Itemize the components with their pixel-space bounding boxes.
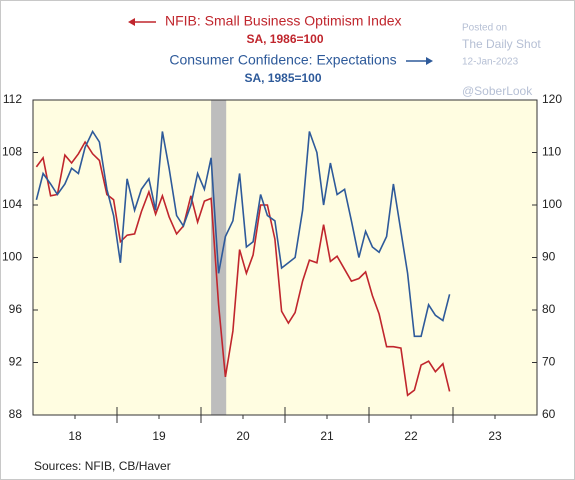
watermark: @SoberLook xyxy=(462,84,533,98)
y2-tick-label: 60 xyxy=(542,407,556,421)
plot-border xyxy=(32,99,538,416)
y2-tick-label: 90 xyxy=(542,250,556,264)
x-tick-label: 18 xyxy=(68,429,82,443)
plot-area xyxy=(33,100,537,415)
x-tick-label: 22 xyxy=(404,429,418,443)
y2-tick-label: 100 xyxy=(542,197,562,211)
legend-label: NFIB: Small Business Optimism Index xyxy=(165,13,402,29)
watermark: The Daily Shot xyxy=(462,37,541,51)
x-tick-label: 19 xyxy=(152,429,166,443)
series-line xyxy=(35,140,451,397)
series-line xyxy=(35,129,451,338)
y2-tick-label: 70 xyxy=(542,355,556,369)
y-tick-label: 88 xyxy=(9,407,23,421)
y2-tick-label: 120 xyxy=(542,92,562,106)
watermark: Posted on xyxy=(462,23,507,34)
x-tick-label: 20 xyxy=(236,429,250,443)
y-tick-label: 112 xyxy=(3,92,22,106)
legend-label: Consumer Confidence: Expectations xyxy=(169,52,396,68)
y2-tick-label: 110 xyxy=(542,145,561,159)
legend-arrow xyxy=(128,18,156,26)
x-tick-label: 23 xyxy=(488,429,502,443)
watermark: 12-Jan-2023 xyxy=(462,57,519,68)
y-tick-label: 96 xyxy=(9,302,23,316)
y-tick-label: 92 xyxy=(9,355,23,369)
y-tick-label: 104 xyxy=(2,197,22,211)
legend-arrow xyxy=(406,57,433,65)
legend-note: SA, 1986=100 xyxy=(246,32,323,46)
x-tick-label: 21 xyxy=(320,429,334,443)
recession-band xyxy=(211,100,227,415)
y-tick-label: 100 xyxy=(2,250,22,264)
y-tick-label: 108 xyxy=(2,145,22,159)
y2-tick-label: 80 xyxy=(542,302,556,316)
legend-note: SA, 1985=100 xyxy=(244,71,321,85)
source: Sources: NFIB, CB/Haver xyxy=(34,459,171,473)
